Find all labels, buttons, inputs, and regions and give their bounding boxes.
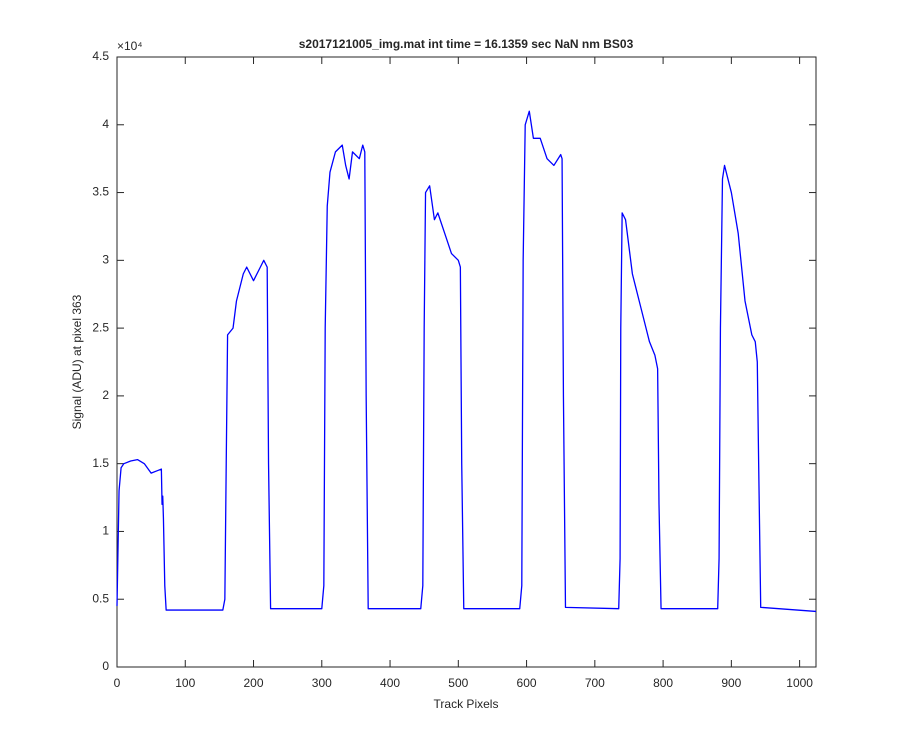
x-tick-label: 500 — [448, 676, 468, 690]
x-tick-label: 400 — [380, 676, 400, 690]
x-tick-label: 1000 — [786, 676, 813, 690]
x-tick-label: 100 — [175, 676, 195, 690]
y-tick-label: 2 — [102, 388, 109, 402]
x-tick-label: 300 — [312, 676, 332, 690]
x-tick-label: 200 — [244, 676, 264, 690]
x-tick-label: 600 — [517, 676, 537, 690]
y-tick-label: 2.5 — [92, 320, 109, 334]
y-tick-label: 0 — [102, 659, 109, 673]
y-tick-label: 1.5 — [92, 456, 109, 470]
y-tick-label: 1 — [102, 524, 109, 538]
data-line — [116, 110, 817, 613]
y-axis-label: Signal (ADU) at pixel 363 — [70, 294, 84, 429]
x-tick-label: 700 — [585, 676, 605, 690]
x-tick-label: 800 — [653, 676, 673, 690]
y-tick-label: 4 — [102, 117, 109, 131]
y-tick-label: 4.5 — [92, 49, 109, 63]
axes-box — [116, 56, 817, 668]
y-multiplier: ×10⁴ — [117, 39, 143, 53]
x-tick-label: 0 — [114, 676, 121, 690]
y-tick-label: 0.5 — [92, 591, 109, 605]
y-tick-label: 3 — [102, 253, 109, 267]
x-tick-label: 900 — [721, 676, 741, 690]
chart-title: s2017121005_img.mat int time = 16.1359 s… — [299, 37, 634, 51]
x-axis-label: Track Pixels — [434, 697, 499, 711]
y-tick-label: 3.5 — [92, 185, 109, 199]
